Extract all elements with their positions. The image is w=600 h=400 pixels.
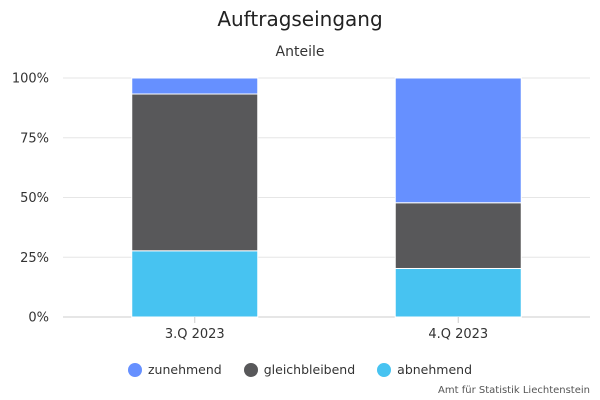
legend-item-zunehmend[interactable]: zunehmend	[127, 362, 222, 377]
bar-abnehmend	[131, 250, 259, 318]
x-tick-label: 3.Q 2023	[165, 327, 225, 342]
legend-marker-zunehmend	[127, 362, 142, 377]
axis-layer: 0% 25% 50% 75% 100% 3.Q 2023 4.Q 2023	[12, 72, 488, 343]
bar-abnehmend	[394, 267, 522, 318]
legend-item-abnehmend[interactable]: abnehmend	[377, 362, 472, 377]
y-tick-label: 25%	[20, 251, 49, 266]
legend-marker-abnehmend	[377, 362, 392, 377]
y-tick-label: 75%	[20, 131, 49, 146]
chart-subtitle: Anteile	[275, 44, 325, 60]
bar-layer	[131, 77, 522, 318]
legend-label-zunehmend: zunehmend	[147, 362, 222, 377]
legend-label-abnehmend: abnehmend	[397, 362, 473, 377]
bar-zunehmend	[394, 77, 522, 204]
legend-marker-gleichbleibend	[243, 362, 258, 377]
y-tick-label: 50%	[20, 191, 49, 206]
x-tick-label: 4.Q 2023	[428, 327, 488, 342]
chart-title: Auftragseingang	[217, 7, 383, 31]
y-tick-label: 0%	[28, 311, 49, 326]
credits-label[interactable]: Amt für Statistik Liechtenstein	[438, 385, 590, 396]
legend-item-gleichbleibend[interactable]: gleichbleibend	[243, 362, 356, 377]
bar-zunehmend	[131, 77, 259, 95]
bar-gleichbleibend	[394, 202, 522, 269]
legend-label-gleichbleibend: gleichbleibend	[263, 362, 356, 377]
y-tick-label: 100%	[12, 72, 49, 87]
bar-gleichbleibend	[131, 93, 259, 252]
legend: zunehmend gleichbleibend abnehmend	[0, 362, 600, 377]
